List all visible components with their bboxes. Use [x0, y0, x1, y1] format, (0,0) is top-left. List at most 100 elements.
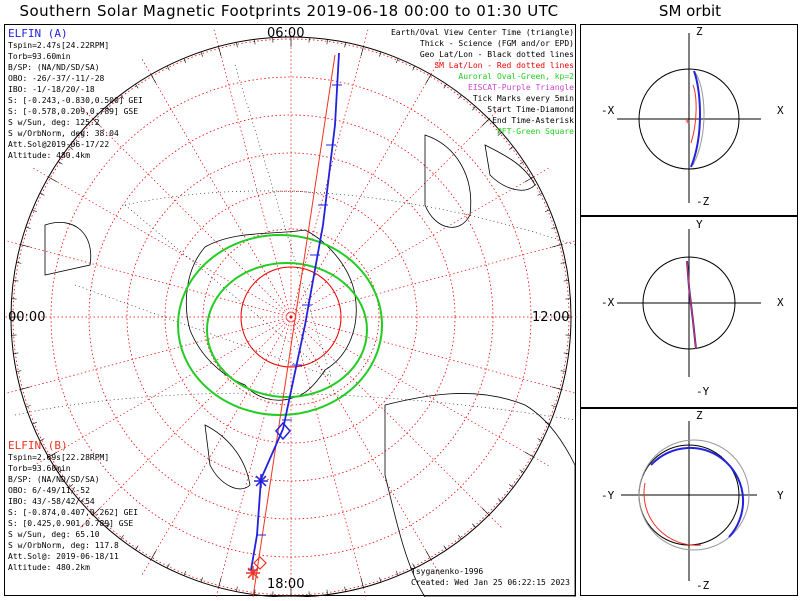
elfin-b-info-line: S: [-0.874,0.407,0.262] GEI	[8, 507, 138, 518]
orbit-panel-xz: * Z -Z -X X	[580, 24, 798, 216]
elfin-a-info-line: Torb=93.60min	[8, 51, 143, 62]
legend-item: PFT-Green Square	[391, 126, 574, 137]
hour-tick	[32, 210, 37, 212]
start-diamond-b	[254, 557, 266, 569]
elfin-a-info-line: Altitude: 480.4km	[8, 150, 143, 161]
hour-tick	[396, 571, 398, 576]
hour-tick	[58, 161, 62, 164]
sm-lon-line	[5, 239, 291, 317]
auroral-oval-inner	[207, 263, 367, 397]
coastline	[186, 230, 356, 400]
elfin-a-name: ELFIN (A)	[8, 27, 143, 40]
legend-item: Earth/Oval View Center Time (triangle)	[391, 27, 574, 38]
hour-tick	[219, 47, 222, 57]
page-title: Southern Solar Magnetic Footprints 2019-…	[0, 2, 578, 20]
elfin-b-name: ELFIN (B)	[8, 439, 138, 452]
hour-tick	[538, 193, 542, 195]
elfin-b-info-line: S: [0.425,0.901,0.789] GSE	[8, 518, 138, 529]
orbit-label-right: X	[777, 104, 784, 117]
sm-lon-line	[213, 27, 291, 317]
legend-item: Tick Marks every 5min	[391, 93, 574, 104]
hour-tick	[236, 42, 237, 47]
orbit-plot-xz: *	[581, 25, 797, 215]
elfin-a-info-line: Att.Sol@2019-06-17/22	[8, 139, 143, 150]
orbit-label-bottom: -Z	[696, 195, 709, 208]
legend-item: SM Lat/Lon - Red dotted lines	[391, 60, 574, 71]
hour-tick	[345, 587, 346, 592]
orbit-label-left: -X	[601, 296, 614, 309]
sm-lon-line	[291, 317, 503, 529]
hour-tick	[564, 353, 569, 354]
elfin-b-track	[253, 55, 335, 597]
orbit-plot-yz	[581, 409, 797, 595]
hour-tick	[16, 371, 21, 372]
orbit-title: SM orbit	[580, 2, 800, 20]
elfin-a-info-line: OBO: -26/-37/-11/-28	[8, 73, 143, 84]
orbit-label-top: Y	[696, 218, 703, 231]
hour-label-right: 12:00	[532, 310, 569, 325]
hour-tick	[184, 58, 186, 63]
hour-label-left: 00:00	[8, 310, 45, 325]
hour-label-top: 06:00	[267, 26, 304, 41]
hour-tick	[32, 422, 37, 424]
elfin-a-track	[251, 53, 339, 570]
hour-tick	[561, 371, 566, 372]
elfin-b-info-line: S w/Sun, deg: 65.10	[8, 529, 138, 540]
elfin-a-info-line: S w/OrbNorm, deg: 38.04	[8, 128, 143, 139]
orbit-plot-xy	[581, 217, 797, 407]
orbit-label-left: -X	[601, 104, 614, 117]
hour-tick	[345, 42, 346, 47]
elfin-a-info-line: S w/Sun, deg: 125.2	[8, 117, 143, 128]
hour-tick	[201, 52, 203, 57]
sm-lon-line	[291, 167, 551, 317]
sm-lon-line	[141, 317, 291, 577]
orbit-panel-xy: Y -Y -X X	[580, 216, 798, 408]
geo-lon-line	[75, 285, 331, 377]
sm-lon-line	[291, 317, 577, 395]
elfin-b-info: ELFIN (B) Tspin=2.69s[22.28RPM]Torb=93.6…	[8, 439, 138, 573]
elfin-b-info-line: B/SP: (NA/ND/SD/SA)	[8, 474, 138, 485]
legend-item: Auroral Oval-Green, kp=2	[391, 71, 574, 82]
created-label: Created: Wed Jan 25 06:22:15 2023	[411, 577, 570, 588]
end-asterisk	[254, 474, 268, 488]
sm-lon-line	[213, 317, 291, 597]
auroral-oval-outer	[178, 235, 382, 415]
orbit-label-top: Z	[696, 25, 703, 38]
elfin-a-info-line: S: [-0.578,0.209,0.789] GSE	[8, 106, 143, 117]
end-asterisk-b	[246, 566, 260, 580]
hour-tick	[482, 508, 489, 515]
hour-tick	[184, 571, 186, 576]
sm-lon-line	[291, 317, 551, 467]
elfin-b-info-line: Att.Sol@: 2019-06-18/11	[8, 551, 138, 562]
elfin-a-info-line: IBO: -1/-18/20/-18	[8, 84, 143, 95]
sm-lon-line	[31, 167, 291, 317]
hour-tick	[327, 590, 328, 595]
hour-tick	[472, 524, 475, 528]
elfin-a-info-line: B/SP: (NA/ND/SD/SA)	[8, 62, 143, 73]
legend-item: End Time-Asterisk	[391, 115, 574, 126]
elfin-a-info-line: Tspin=2.47s[24.22RPM]	[8, 40, 143, 51]
sm-lon-line	[5, 317, 291, 395]
legend-item: Start Time-Diamond	[391, 104, 574, 115]
hour-tick	[236, 587, 237, 592]
hour-tick	[552, 387, 562, 390]
hour-tick	[552, 245, 562, 248]
legend-item: Thick - Science (FGM and/or EPD)	[391, 38, 574, 49]
sm-lon-line	[291, 239, 577, 317]
legend-item: Geo Lat/Lon - Black dotted lines	[391, 49, 574, 60]
hour-tick	[520, 161, 524, 164]
hour-tick	[254, 590, 255, 595]
legend-item: EISCAT-Purple Triangle	[391, 82, 574, 93]
orbit-label-left: -Y	[601, 489, 614, 502]
elfin-b-info-line: Tspin=2.69s[22.28RPM]	[8, 452, 138, 463]
hour-tick	[13, 353, 18, 354]
sm-lon-line	[291, 317, 441, 577]
hour-tick	[444, 546, 447, 550]
elfin-b-info-line: Torb=93.60min	[8, 463, 138, 474]
coastline	[45, 222, 91, 275]
elfin-a-info: ELFIN (A) Tspin=2.47s[24.22RPM]Torb=93.6…	[8, 27, 143, 161]
elfin-b-info-line: IBO: 43/-58/42/-54	[8, 496, 138, 507]
hour-tick	[564, 280, 569, 281]
